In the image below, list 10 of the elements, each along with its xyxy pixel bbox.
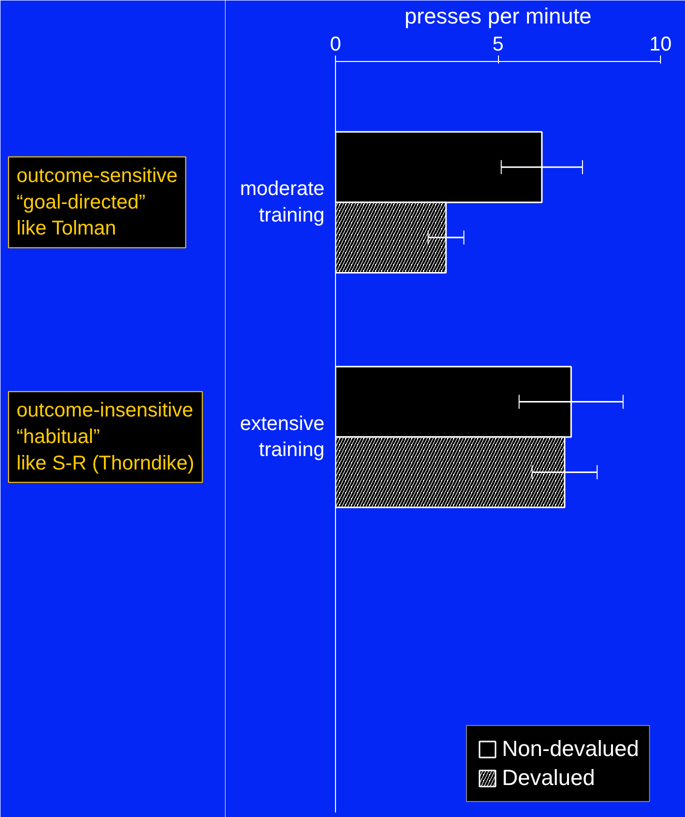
x-tick-label: 5 [492,34,504,56]
y-tick-label: extensive training [240,412,325,462]
legend-label: Non-devalued [502,736,639,762]
text: outcome-insensitive “habitual” like S-R (Thorndike) [16,400,194,474]
x-axis-title: presses per minute [404,4,592,28]
legend-label: Devalued [502,765,595,791]
x-tick-label: 10 [649,34,672,56]
x-tick-label: 0 [330,34,342,56]
text: outcome-sensitive “goal-directed” like Tolman [16,164,178,240]
y-tick-label: moderate training [240,178,325,227]
